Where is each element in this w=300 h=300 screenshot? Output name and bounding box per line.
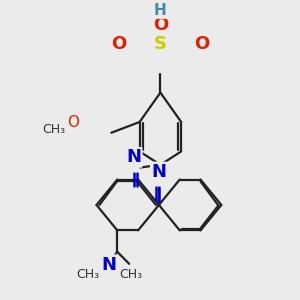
Text: O: O bbox=[153, 16, 168, 34]
Text: CH₃: CH₃ bbox=[76, 268, 99, 281]
Text: O: O bbox=[194, 35, 210, 53]
Text: CH₃: CH₃ bbox=[42, 123, 65, 136]
Text: N: N bbox=[101, 256, 116, 274]
Text: S: S bbox=[154, 35, 167, 53]
Text: CH₃: CH₃ bbox=[119, 268, 142, 281]
Text: O: O bbox=[67, 115, 79, 130]
Text: O: O bbox=[111, 35, 126, 53]
Text: N: N bbox=[126, 148, 141, 166]
Text: N: N bbox=[152, 163, 166, 181]
Text: H: H bbox=[154, 3, 167, 18]
